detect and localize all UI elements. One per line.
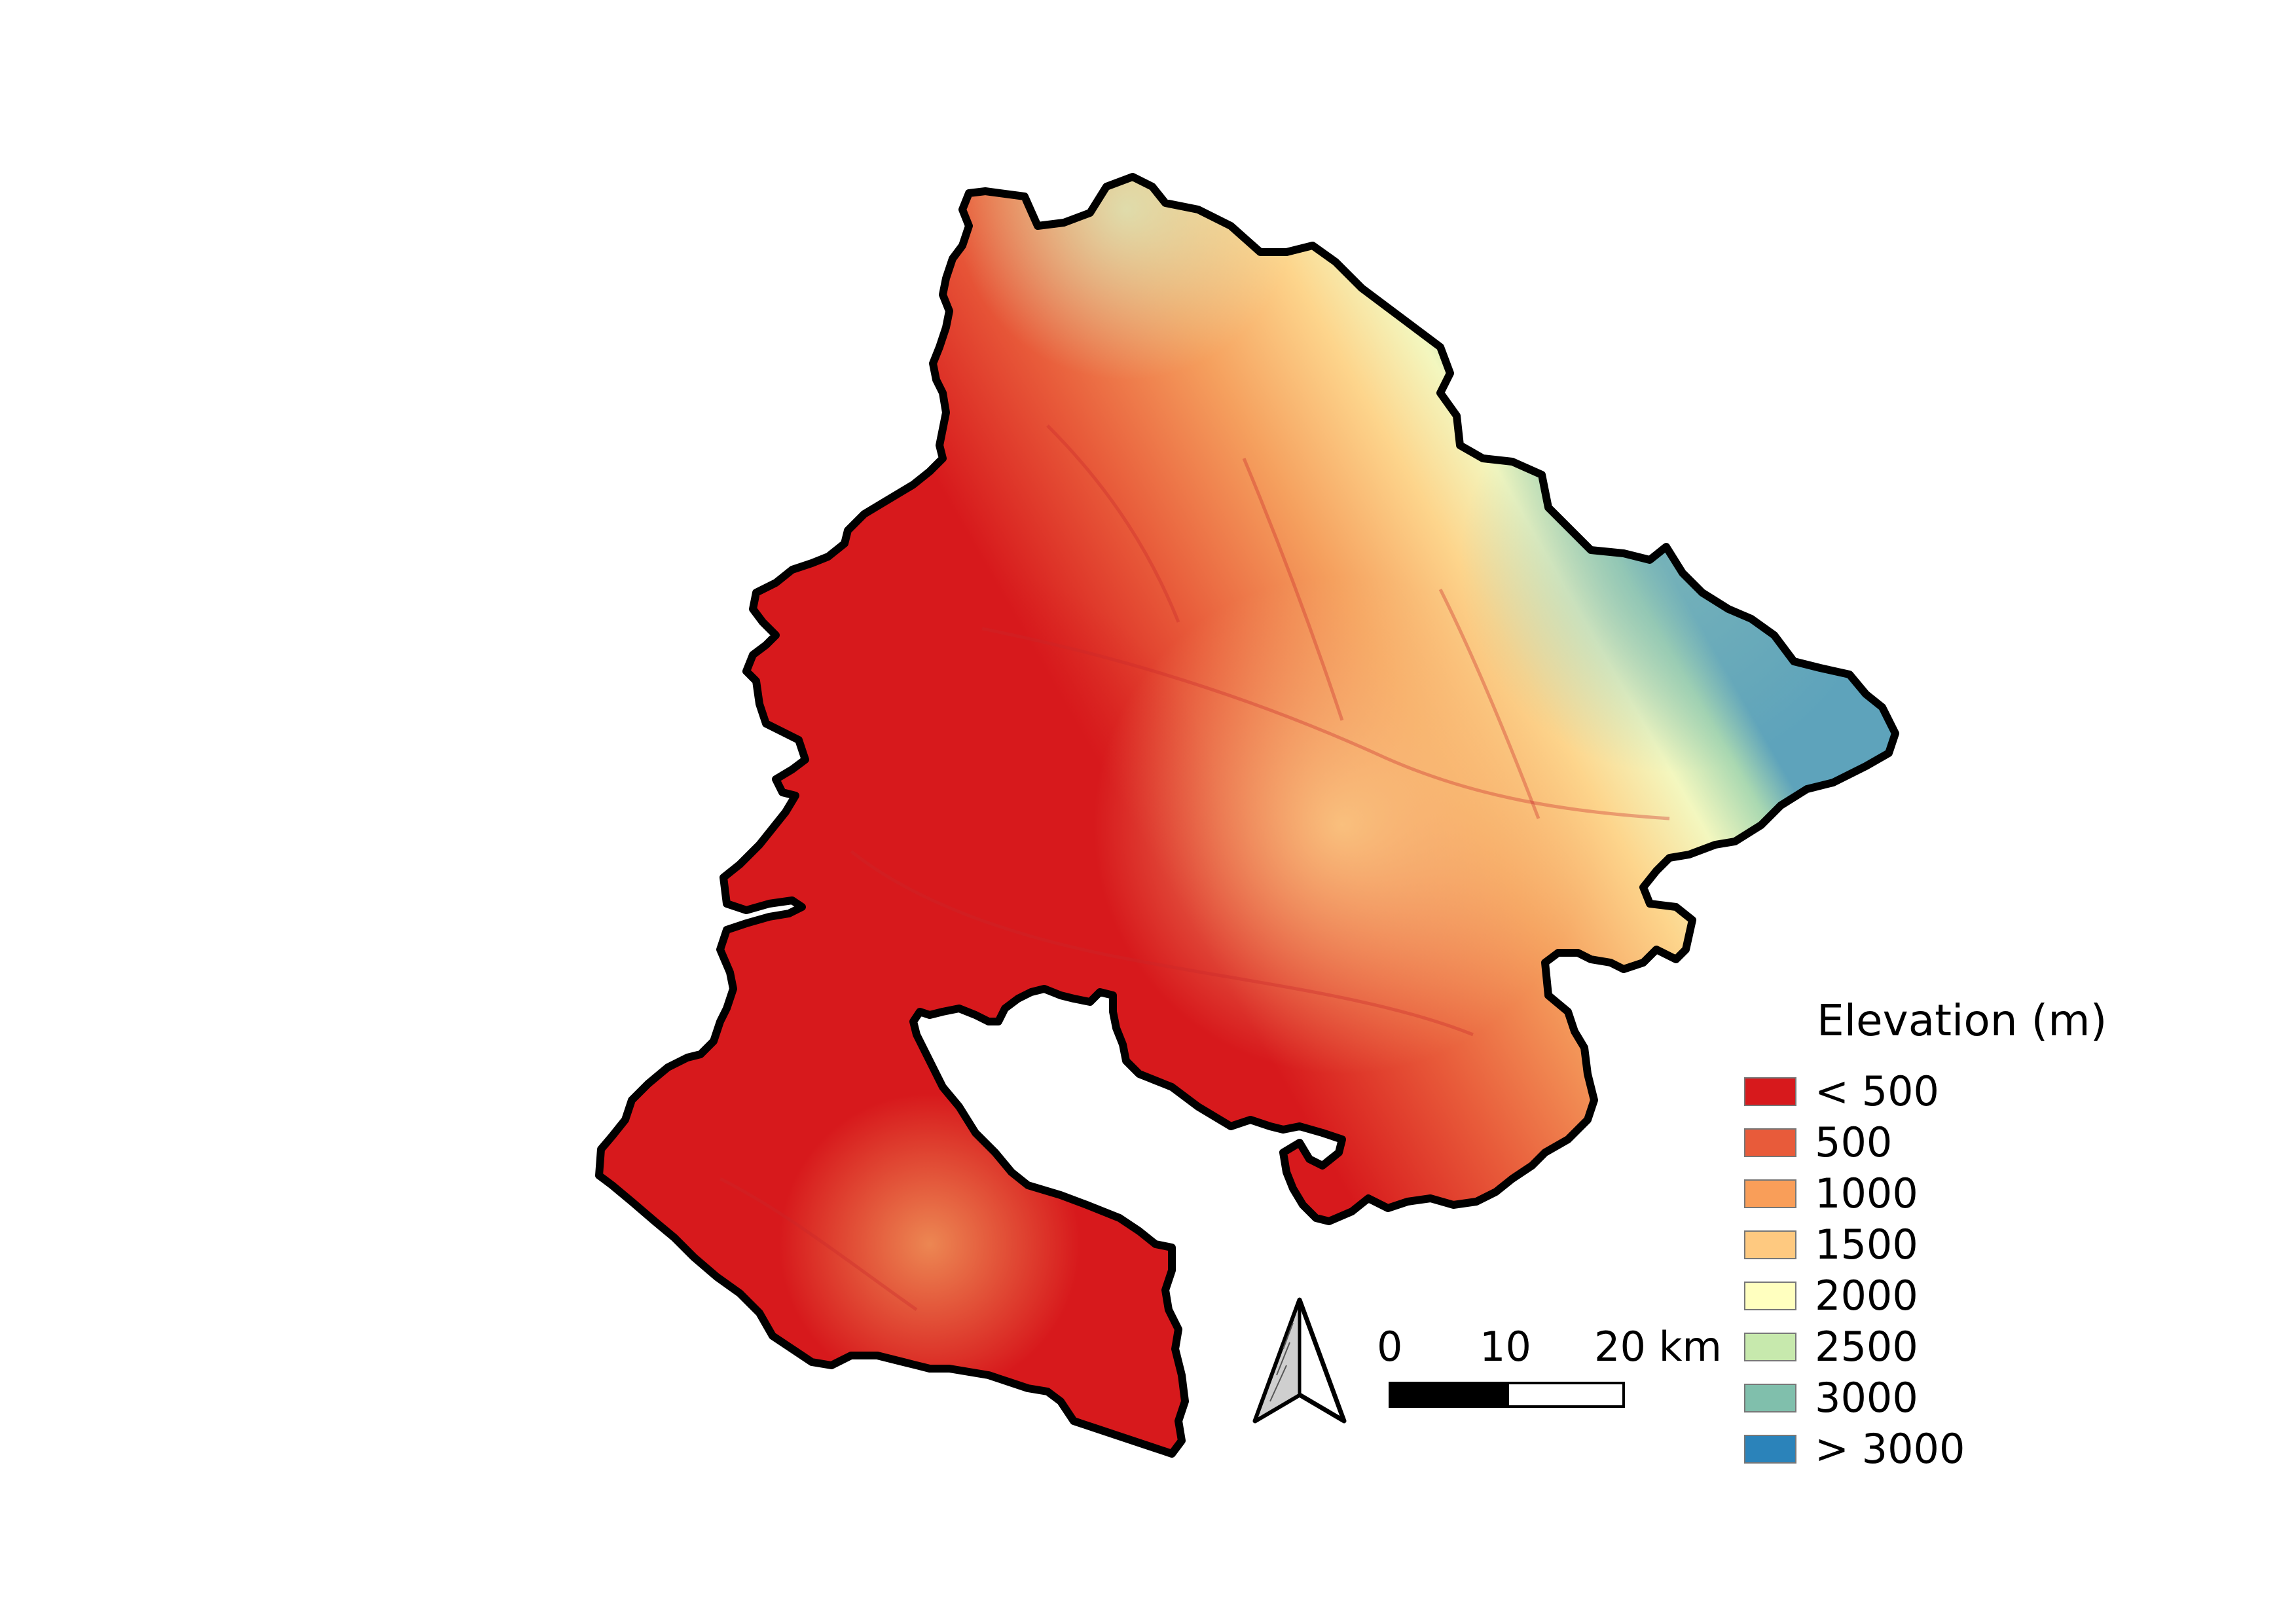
legend-label: < 500 bbox=[1815, 1067, 1939, 1115]
legend-label: 1500 bbox=[1815, 1221, 1918, 1268]
legend-label: 1000 bbox=[1815, 1170, 1918, 1217]
legend-item: < 500 bbox=[1744, 1067, 1939, 1115]
scale-label-20km: 20 km bbox=[1594, 1323, 1722, 1371]
scale-label-10: 10 bbox=[1480, 1323, 1531, 1371]
scale-label-0: 0 bbox=[1377, 1323, 1403, 1371]
elevation-raster bbox=[599, 177, 1895, 1454]
legend-label: > 3000 bbox=[1815, 1425, 1965, 1473]
legend-label: 500 bbox=[1815, 1118, 1893, 1166]
region-boundary bbox=[595, 173, 1899, 1458]
legend-item: 2000 bbox=[1744, 1272, 1918, 1320]
legend-swatch bbox=[1744, 1179, 1796, 1208]
scale-bar bbox=[1389, 1382, 1625, 1408]
legend-swatch bbox=[1744, 1128, 1796, 1157]
legend-item: 3000 bbox=[1744, 1374, 1918, 1422]
legend-item: 500 bbox=[1744, 1118, 1892, 1166]
legend-item: 2500 bbox=[1744, 1323, 1918, 1371]
legend-item: 1000 bbox=[1744, 1170, 1918, 1217]
legend-item: > 3000 bbox=[1744, 1425, 1965, 1473]
legend-title: Elevation (m) bbox=[1817, 995, 2107, 1046]
legend-swatch bbox=[1744, 1077, 1796, 1106]
legend-swatch bbox=[1744, 1383, 1796, 1412]
scale-bar-segment-1 bbox=[1389, 1382, 1509, 1408]
legend-label: 2500 bbox=[1815, 1323, 1918, 1371]
legend-label: 2000 bbox=[1815, 1272, 1918, 1320]
legend-swatch bbox=[1744, 1434, 1796, 1464]
legend-item: 1500 bbox=[1744, 1221, 1918, 1268]
legend-label: 3000 bbox=[1815, 1374, 1918, 1422]
scale-bar-segment-2 bbox=[1506, 1382, 1625, 1408]
north-arrow-icon bbox=[1252, 1297, 1347, 1424]
legend-swatch bbox=[1744, 1230, 1796, 1259]
legend-swatch bbox=[1744, 1332, 1796, 1361]
legend-swatch bbox=[1744, 1281, 1796, 1310]
